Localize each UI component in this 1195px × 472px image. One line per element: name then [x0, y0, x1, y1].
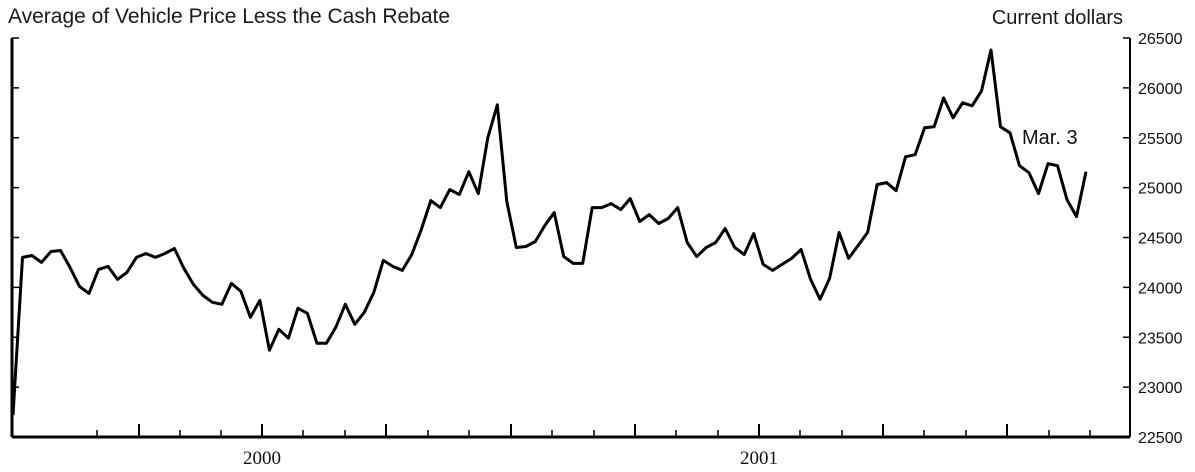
y-tick-label: 26000: [1138, 81, 1183, 98]
y-tick-label: 23000: [1138, 380, 1183, 397]
y-tick-label: 23500: [1138, 330, 1183, 347]
y-tick-label: 26500: [1138, 31, 1183, 48]
annotation-label: Mar. 3: [1022, 127, 1078, 149]
units-label: Current dollars: [991, 7, 1123, 29]
y-tick-label: 24000: [1138, 280, 1183, 297]
x-tick-label: 2001: [740, 448, 778, 469]
y-tick-label: 24500: [1138, 231, 1183, 248]
chart-title: Average of Vehicle Price Less the Cash R…: [8, 5, 451, 28]
y-tick-label: 25500: [1138, 131, 1183, 148]
series-line: [11, 48, 1088, 416]
y-tick-label: 25000: [1138, 181, 1183, 198]
x-tick-label: 2000: [243, 448, 281, 469]
y-tick-label: 22500: [1138, 430, 1183, 447]
